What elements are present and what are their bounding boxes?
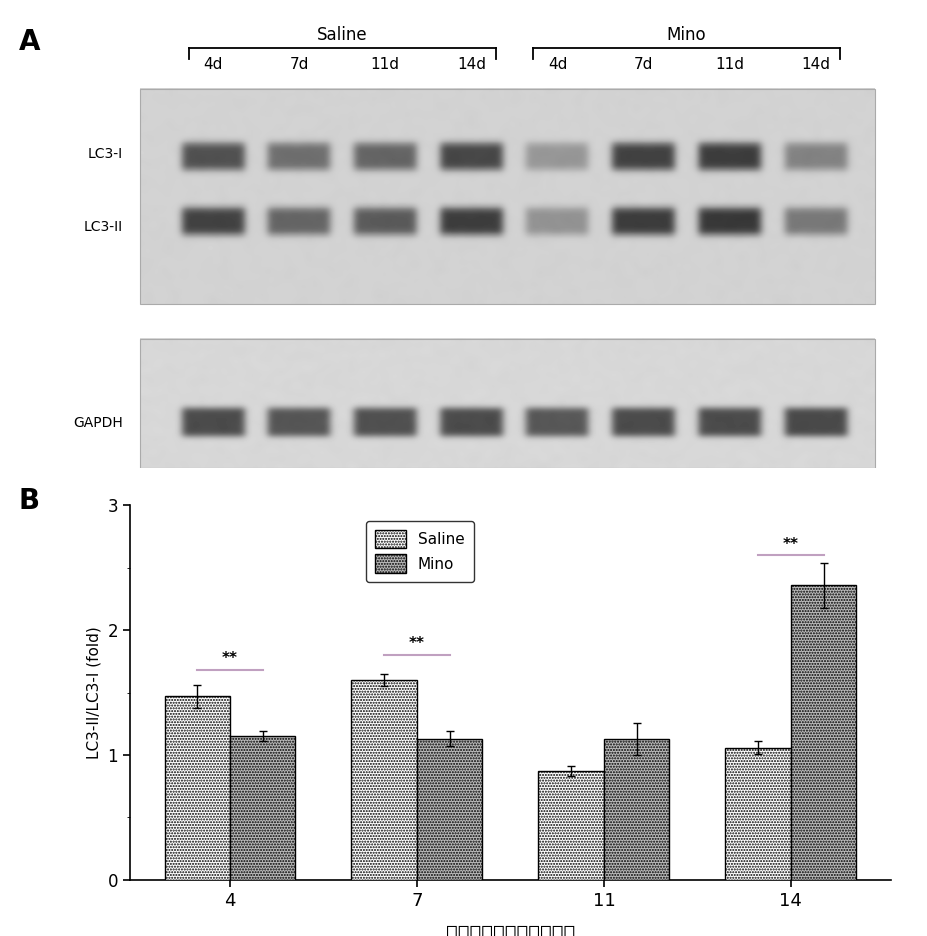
Text: **: ** — [222, 651, 237, 666]
Bar — [790, 585, 856, 880]
Text: 11d: 11d — [715, 57, 743, 72]
Text: 14d: 14d — [800, 57, 830, 72]
Text: LC3-II: LC3-II — [84, 220, 123, 234]
Text: LC3-I: LC3-I — [88, 147, 123, 161]
Text: A: A — [19, 28, 40, 56]
Y-axis label: LC3-II/LC3-I (fold): LC3-II/LC3-I (fold) — [87, 626, 102, 759]
Text: **: ** — [782, 536, 798, 551]
Text: 4d: 4d — [203, 57, 222, 72]
Bar — [230, 737, 295, 880]
Bar — [416, 739, 482, 880]
Text: 4d: 4d — [547, 57, 566, 72]
Bar — [725, 748, 790, 880]
Bar — [139, 89, 873, 304]
X-axis label: 视神经鈗夹损伤后的天数: 视神经鈗夹损伤后的天数 — [445, 924, 575, 936]
Bar — [351, 680, 416, 880]
Bar — [164, 696, 230, 880]
Text: 7d: 7d — [633, 57, 653, 72]
Legend: Saline, Mino: Saline, Mino — [365, 520, 473, 582]
Text: **: ** — [409, 636, 425, 651]
Text: Saline: Saline — [316, 26, 367, 44]
Text: B: B — [19, 487, 40, 515]
Bar — [538, 771, 603, 880]
Text: 14d: 14d — [456, 57, 486, 72]
Text: 11d: 11d — [371, 57, 400, 72]
Bar — [139, 339, 873, 468]
Bar — [603, 739, 668, 880]
Text: Mino: Mino — [667, 26, 705, 44]
Text: 7d: 7d — [289, 57, 309, 72]
Text: GAPDH: GAPDH — [73, 416, 123, 430]
